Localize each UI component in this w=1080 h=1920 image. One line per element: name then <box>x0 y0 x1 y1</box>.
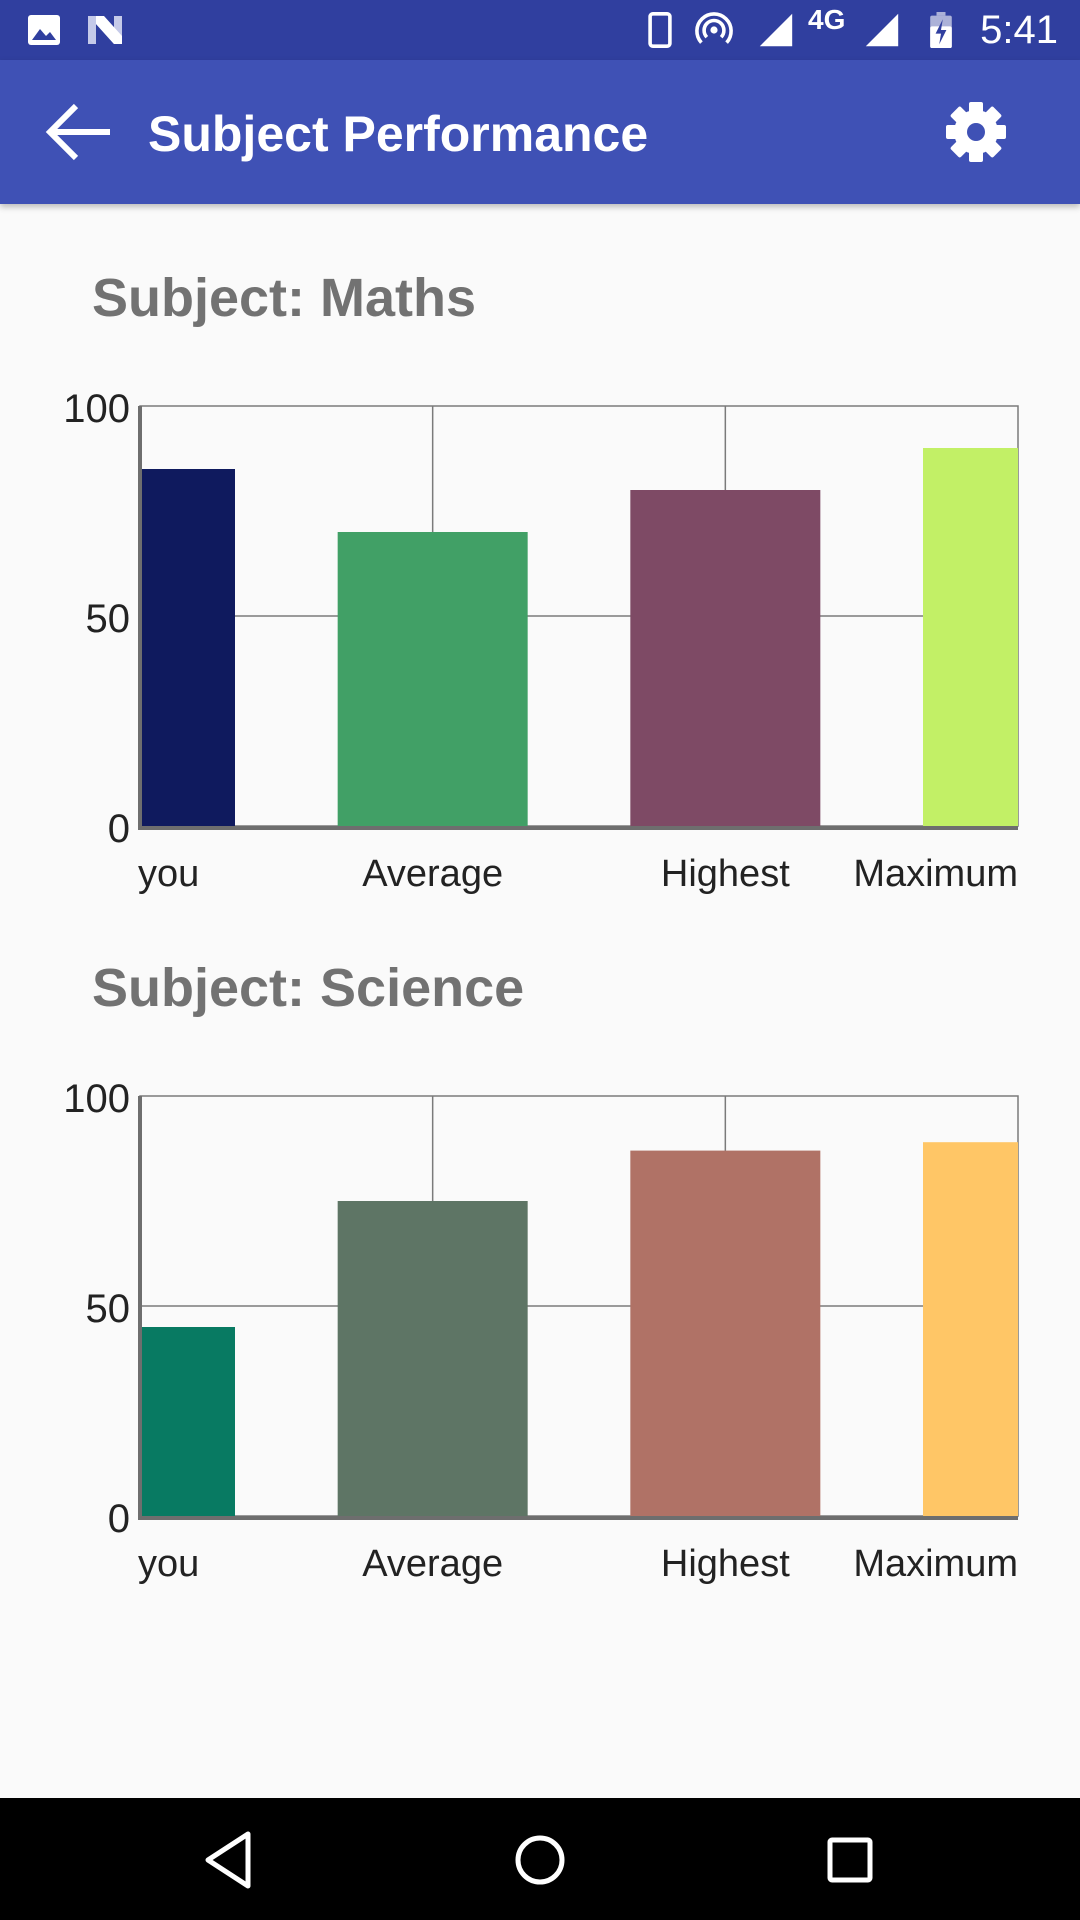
bar-maximum <box>923 448 1018 826</box>
phone-icon <box>648 12 672 48</box>
arrow-left-icon[interactable] <box>36 96 124 168</box>
gear-icon[interactable] <box>940 96 1012 168</box>
bar-highest <box>630 1150 821 1516</box>
y-tick-label: 100 <box>63 1077 130 1121</box>
bar-average <box>337 532 528 826</box>
y-tick-label: 100 <box>63 387 130 431</box>
app-bar: Subject Performance <box>0 60 1080 204</box>
network-type-label: 4G <box>808 4 846 35</box>
y-tick-label: 50 <box>86 1287 131 1331</box>
bar-average <box>337 1201 528 1516</box>
y-tick-label: 0 <box>108 807 130 851</box>
bar-you <box>140 469 235 826</box>
chart-maths: 0 50 100 you Average Highest Maximum <box>0 380 1080 900</box>
status-time: 5:41 <box>980 8 1058 52</box>
x-tick-label: Maximum <box>853 853 1018 895</box>
status-bar: 4G 5:41 <box>0 0 1080 60</box>
x-tick-label: Highest <box>661 853 790 895</box>
signal-icon <box>759 13 793 47</box>
y-tick-label: 50 <box>86 597 131 641</box>
x-tick-label: you <box>138 1543 199 1585</box>
x-tick-label: Highest <box>661 1543 790 1585</box>
section-title-science: Subject: Science <box>92 958 525 1018</box>
hotspot-icon <box>695 12 733 44</box>
signal-icon <box>865 13 899 47</box>
bar-highest <box>630 490 821 826</box>
x-tick-label: Average <box>362 853 503 895</box>
chart-maths-svg: 0 50 100 you Average Highest Maximum <box>63 387 1019 895</box>
page-title: Subject Performance <box>148 106 649 162</box>
bar-maximum <box>923 1142 1018 1516</box>
square-recents-icon[interactable] <box>814 1824 886 1896</box>
x-tick-label: you <box>138 853 199 895</box>
section-title-maths: Subject: Maths <box>92 268 477 328</box>
y-tick-label: 0 <box>108 1497 130 1541</box>
circle-home-icon[interactable] <box>504 1824 576 1896</box>
bar-you <box>140 1327 235 1516</box>
x-tick-label: Average <box>362 1543 503 1585</box>
navigation-bar <box>0 1798 1080 1920</box>
battery-charging-icon <box>930 12 952 48</box>
chart-science-svg: 0 50 100 you Average Highest Maximum <box>63 1077 1019 1585</box>
x-tick-label: Maximum <box>853 1543 1018 1585</box>
image-icon <box>28 15 60 45</box>
chart-science: 0 50 100 you Average Highest Maximum <box>0 1070 1080 1590</box>
triangle-back-icon[interactable] <box>196 1824 268 1896</box>
n-app-icon <box>88 16 122 44</box>
